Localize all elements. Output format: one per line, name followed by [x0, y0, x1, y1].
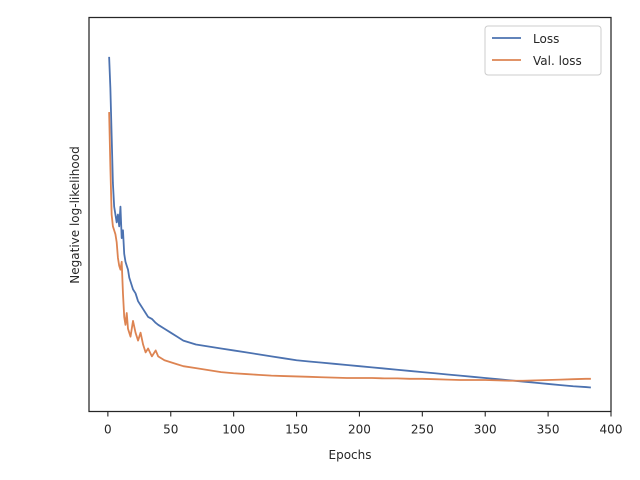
legend-label-val-loss: Val. loss	[533, 54, 582, 68]
x-tick-label: 50	[163, 423, 178, 437]
x-tick-label: 350	[537, 423, 560, 437]
x-axis: 0 50 100 150 200 250 300 350 400	[104, 411, 623, 437]
plot-frame	[88, 16, 612, 413]
x-tick-label: 400	[600, 423, 623, 437]
x-tick-label: 150	[285, 423, 308, 437]
x-tick-label: 100	[222, 423, 245, 437]
series-line-0	[108, 56, 591, 389]
series-line-1	[108, 112, 591, 382]
series-layer	[108, 56, 591, 389]
x-tick-label: 300	[474, 423, 497, 437]
x-tick-label: 0	[104, 423, 112, 437]
legend-label-loss: Loss	[533, 32, 559, 46]
y-axis-label: Negative log-likelihood	[68, 146, 82, 283]
x-tick-label: 200	[348, 423, 371, 437]
legend: Loss Val. loss	[484, 25, 602, 76]
x-tick-label: 250	[411, 423, 434, 437]
x-axis-label: Epochs	[329, 448, 372, 462]
